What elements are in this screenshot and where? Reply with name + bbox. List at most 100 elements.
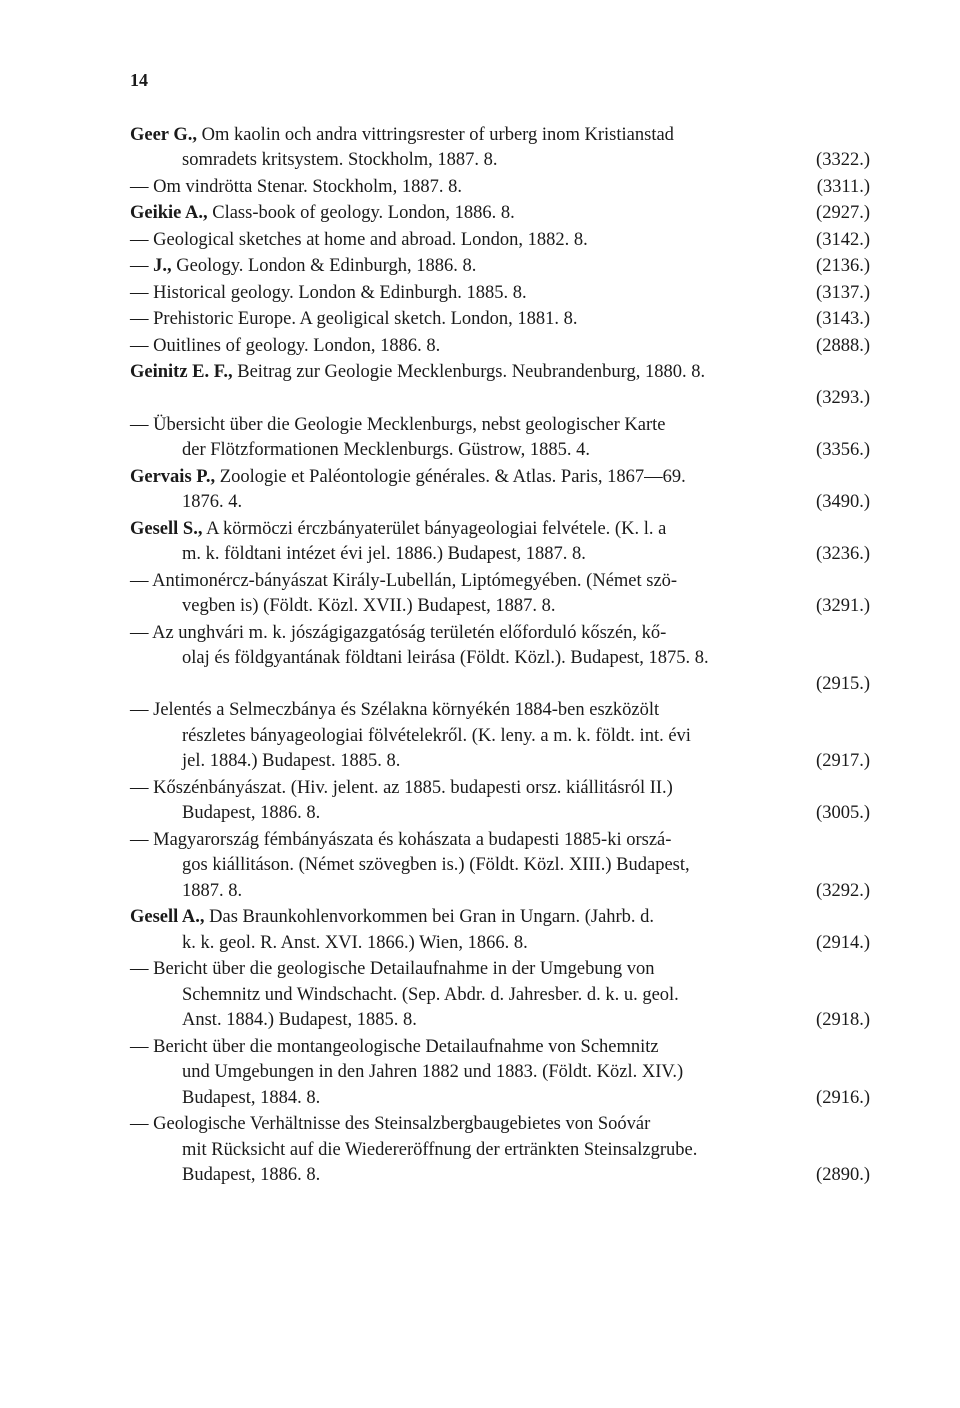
entry-line: — Übersicht über die Geologie Mecklenbur… (130, 413, 870, 439)
entry-line: — Jelentés a Selmeczbánya és Szélakna kö… (130, 698, 870, 724)
entry-line: — Bericht über die montangeologische Det… (130, 1035, 870, 1061)
entry-text: — Om vindrötta Stenar. Stockholm, 1887. … (130, 175, 817, 201)
bibliography-entry: — J., Geology. London & Edinburgh, 1886.… (130, 254, 870, 280)
entry-text: — Magyarország fémbányászata és kohászat… (130, 828, 870, 854)
entry-line: Geinitz E. F., Beitrag zur Geologie Meck… (130, 360, 870, 386)
bibliography-entry: — Historical geology. London & Edinburgh… (130, 281, 870, 307)
entry-text: Schemnitz und Windschacht. (Sep. Abdr. d… (182, 983, 870, 1009)
entry-text: Budapest, 1886. 8. (182, 801, 816, 827)
entry-reference: (2888.) (816, 334, 870, 360)
entry-line: und Umgebungen in den Jahren 1882 und 18… (130, 1060, 870, 1086)
entry-text: — Prehistoric Europe. A geoligical sketc… (130, 307, 816, 333)
entry-line: Gesell S., A körmöczi érczbányaterület b… (130, 517, 870, 543)
entry-reference: (2927.) (816, 201, 870, 227)
entry-line: — Historical geology. London & Edinburgh… (130, 281, 870, 307)
bibliography-entry: — Prehistoric Europe. A geoligical sketc… (130, 307, 870, 333)
entry-line: — Az unghvári m. k. jószágigazgatóság te… (130, 621, 870, 647)
bibliography-entry: — Az unghvári m. k. jószágigazgatóság te… (130, 621, 870, 698)
entry-reference: (3143.) (816, 307, 870, 333)
entry-reference: (3291.) (816, 594, 870, 620)
bibliography-entry: — Magyarország fémbányászata és kohászat… (130, 828, 870, 905)
entry-text: Gesell A., Das Braunkohlenvorkommen bei … (130, 905, 870, 931)
entry-line: der Flötzformationen Mecklenburgs. Güstr… (130, 438, 870, 464)
entry-text: — Ouitlines of geology. London, 1886. 8. (130, 334, 816, 360)
entry-reference: (3311.) (817, 175, 870, 201)
entry-text: somradets kritsystem. Stockholm, 1887. 8… (182, 148, 816, 174)
entry-text: — Bericht über die montangeologische Det… (130, 1035, 870, 1061)
entry-line: — Geological sketches at home and abroad… (130, 228, 870, 254)
document-page: 14 Geer G., Om kaolin och andra vittring… (0, 0, 960, 1250)
entry-line: — J., Geology. London & Edinburgh, 1886.… (130, 254, 870, 280)
entry-reference: (3236.) (816, 542, 870, 568)
entry-line: — Bericht über die geologische Detailauf… (130, 957, 870, 983)
entry-text: m. k. földtani intézet évi jel. 1886.) B… (182, 542, 816, 568)
bibliography-entry: — Geologische Verhältnisse des Steinsalz… (130, 1112, 870, 1189)
entry-reference: (2890.) (816, 1163, 870, 1189)
entry-reference: (3293.) (816, 386, 870, 412)
entry-text: részletes bányageologiai fölvételekről. … (182, 724, 870, 750)
bibliography-entry: Geinitz E. F., Beitrag zur Geologie Meck… (130, 360, 870, 411)
entry-text: Geer G., Om kaolin och andra vittringsre… (130, 123, 870, 149)
entry-line: (2915.) (130, 672, 870, 698)
bibliography-entry: Geer G., Om kaolin och andra vittringsre… (130, 123, 870, 174)
entry-line: vegben is) (Földt. Közl. XVII.) Budapest… (130, 594, 870, 620)
entry-line: olaj és földgyantának földtani leirása (… (130, 646, 870, 672)
entry-text: — Antimonércz-bányászat Király-Lubellán,… (130, 569, 870, 595)
bibliography-entry: Gervais P., Zoologie et Paléontologie gé… (130, 465, 870, 516)
entry-line: k. k. geol. R. Anst. XVI. 1866.) Wien, 1… (130, 931, 870, 957)
bibliography-entry: — Bericht über die montangeologische Det… (130, 1035, 870, 1112)
entry-line: Gervais P., Zoologie et Paléontologie gé… (130, 465, 870, 491)
bibliography-entry: Geikie A., Class-book of geology. London… (130, 201, 870, 227)
entry-line: — Magyarország fémbányászata és kohászat… (130, 828, 870, 854)
entry-line: Anst. 1884.) Budapest, 1885. 8.(2918.) (130, 1008, 870, 1034)
bibliography-entry: — Kőszénbányászat. (Hiv. jelent. az 1885… (130, 776, 870, 827)
entry-line: — Geologische Verhältnisse des Steinsalz… (130, 1112, 870, 1138)
entry-reference: (3142.) (816, 228, 870, 254)
entry-line: Budapest, 1886. 8.(2890.) (130, 1163, 870, 1189)
entry-text: olaj és földgyantának földtani leirása (… (182, 646, 870, 672)
entry-reference: (2915.) (816, 672, 870, 698)
entry-reference: (2914.) (816, 931, 870, 957)
entry-line: — Kőszénbányászat. (Hiv. jelent. az 1885… (130, 776, 870, 802)
entry-line: 1876. 4.(3490.) (130, 490, 870, 516)
entry-text: — Geological sketches at home and abroad… (130, 228, 816, 254)
entry-text: und Umgebungen in den Jahren 1882 und 18… (182, 1060, 870, 1086)
entry-line: — Ouitlines of geology. London, 1886. 8.… (130, 334, 870, 360)
bibliography-entry: — Jelentés a Selmeczbánya és Szélakna kö… (130, 698, 870, 775)
entry-line: jel. 1884.) Budapest. 1885. 8.(2917.) (130, 749, 870, 775)
bibliography-entry: Gesell S., A körmöczi érczbányaterület b… (130, 517, 870, 568)
entry-line: m. k. földtani intézet évi jel. 1886.) B… (130, 542, 870, 568)
bibliography-entry: Gesell A., Das Braunkohlenvorkommen bei … (130, 905, 870, 956)
entry-text: — Jelentés a Selmeczbánya és Szélakna kö… (130, 698, 870, 724)
entry-line: részletes bányageologiai fölvételekről. … (130, 724, 870, 750)
bibliography-entry: — Übersicht über die Geologie Mecklenbur… (130, 413, 870, 464)
page-number: 14 (130, 68, 870, 93)
entry-text: Gesell S., A körmöczi érczbányaterület b… (130, 517, 870, 543)
bibliography-entry: — Bericht über die geologische Detailauf… (130, 957, 870, 1034)
bibliography-entry: — Geological sketches at home and abroad… (130, 228, 870, 254)
entry-line: gos kiállitáson. (Német szövegben is.) (… (130, 853, 870, 879)
entry-text: jel. 1884.) Budapest. 1885. 8. (182, 749, 816, 775)
entry-text: — Az unghvári m. k. jószágigazgatóság te… (130, 621, 870, 647)
entry-text: k. k. geol. R. Anst. XVI. 1866.) Wien, 1… (182, 931, 816, 957)
entry-text: — Geologische Verhältnisse des Steinsalz… (130, 1112, 870, 1138)
entry-reference: (2136.) (816, 254, 870, 280)
entry-text: — Kőszénbányászat. (Hiv. jelent. az 1885… (130, 776, 870, 802)
entry-line: Budapest, 1884. 8.(2916.) (130, 1086, 870, 1112)
entry-line: mit Rücksicht auf die Wiedereröffnung de… (130, 1138, 870, 1164)
entry-line: Geikie A., Class-book of geology. London… (130, 201, 870, 227)
entry-line: Budapest, 1886. 8.(3005.) (130, 801, 870, 827)
bibliography-entry: — Ouitlines of geology. London, 1886. 8.… (130, 334, 870, 360)
entry-text: Budapest, 1884. 8. (182, 1086, 816, 1112)
entry-reference: (2918.) (816, 1008, 870, 1034)
entry-text: Anst. 1884.) Budapest, 1885. 8. (182, 1008, 816, 1034)
entry-line: Schemnitz und Windschacht. (Sep. Abdr. d… (130, 983, 870, 1009)
entry-reference: (3292.) (816, 879, 870, 905)
entry-text: Geinitz E. F., Beitrag zur Geologie Meck… (130, 360, 870, 386)
entry-text: mit Rücksicht auf die Wiedereröffnung de… (182, 1138, 870, 1164)
entry-text: der Flötzformationen Mecklenburgs. Güstr… (182, 438, 816, 464)
entry-text: — Übersicht über die Geologie Mecklenbur… (130, 413, 870, 439)
entry-reference: (3356.) (816, 438, 870, 464)
entry-text: 1887. 8. (182, 879, 816, 905)
bibliography-entry: — Antimonércz-bányászat Király-Lubellán,… (130, 569, 870, 620)
